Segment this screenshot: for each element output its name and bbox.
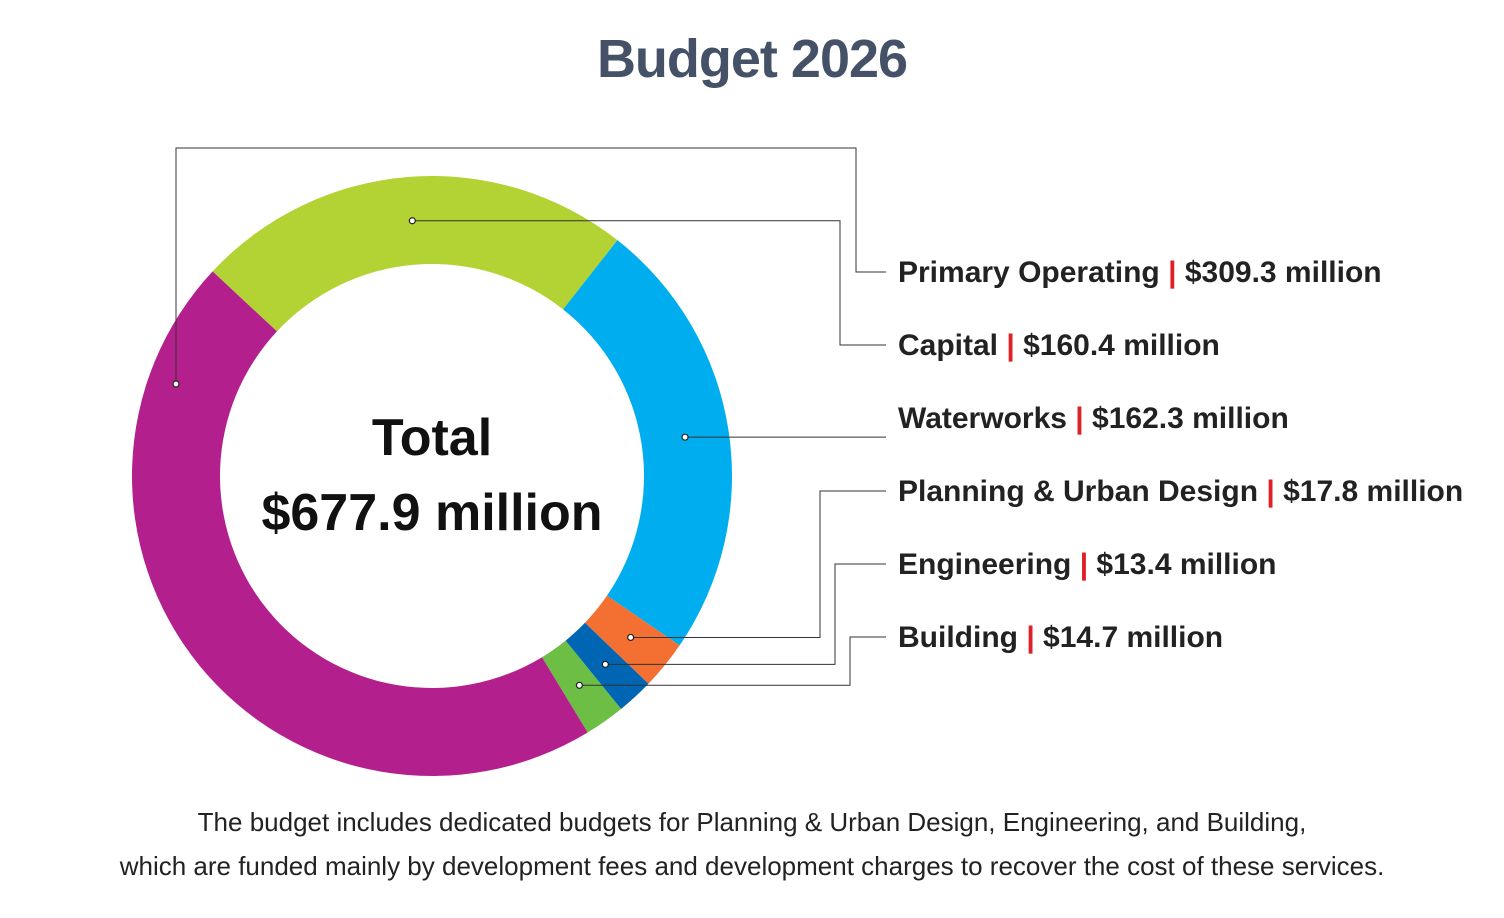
slice-label: Planning & Urban Design | $17.8 million — [898, 475, 1463, 508]
leader-dot — [627, 633, 635, 642]
slice-label-value: $13.4 million — [1088, 548, 1276, 581]
slice-label-name: Building — [898, 621, 1026, 654]
footnote-line-1: The budget includes dedicated budgets fo… — [197, 807, 1307, 837]
footnote-line-2: which are funded mainly by development f… — [119, 851, 1385, 881]
slice-label: Capital | $160.4 million — [898, 329, 1220, 362]
leader-line — [579, 636, 886, 686]
slice-label-separator: | — [1266, 475, 1274, 508]
slice-label: Engineering | $13.4 million — [898, 548, 1277, 581]
leader-dot — [408, 217, 416, 225]
slice-label-separator: | — [1080, 548, 1088, 581]
slice-label-name: Waterworks — [898, 402, 1075, 435]
slice-label: Building | $14.7 million — [898, 621, 1223, 654]
center-total: $677.9 million — [261, 484, 602, 542]
footnote: The budget includes dedicated budgets fo… — [0, 800, 1504, 888]
slice-label-separator: | — [1075, 402, 1083, 435]
leader-line — [412, 220, 886, 346]
slice-label-value: $309.3 million — [1177, 256, 1382, 289]
donut-slices — [131, 175, 733, 777]
slice-label-name: Capital — [898, 329, 1006, 362]
leader-dot — [575, 681, 584, 689]
leader-lines — [172, 147, 886, 689]
donut-slice-capital — [212, 175, 618, 332]
leader-dot — [681, 433, 689, 441]
donut-slice-waterworks — [563, 240, 733, 646]
slice-label-value: $160.4 million — [1015, 329, 1220, 362]
donut-slice-primary-operating — [131, 271, 588, 777]
slice-label-value: $162.3 million — [1084, 402, 1289, 435]
leader-line — [175, 147, 886, 384]
slice-label: Waterworks | $162.3 million — [898, 402, 1289, 435]
slice-label-separator: | — [1168, 256, 1176, 289]
slice-label-separator: | — [1006, 329, 1014, 362]
slice-label-name: Engineering — [898, 548, 1080, 581]
slice-label-value: $17.8 million — [1275, 475, 1463, 508]
slice-labels: Primary Operating | $309.3 million Capita… — [898, 256, 1463, 654]
leader-line — [630, 490, 886, 638]
slice-label-separator: | — [1026, 621, 1034, 654]
chart-title: Budget 2026 — [596, 29, 908, 89]
slice-label-value: $14.7 million — [1035, 621, 1223, 654]
slice-label-name: Planning & Urban Design — [898, 475, 1266, 508]
leader-dot — [172, 380, 180, 388]
slice-label-name: Primary Operating — [898, 256, 1168, 289]
leader-dot — [601, 660, 609, 668]
slice-label: Primary Operating | $309.3 million — [898, 256, 1382, 289]
leader-line — [605, 563, 886, 665]
center-label: Total — [372, 409, 492, 467]
